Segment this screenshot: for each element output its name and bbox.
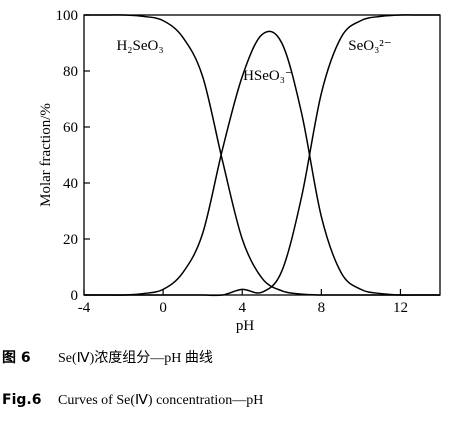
y-tick-label: 0 — [71, 288, 79, 304]
series-line — [84, 30, 440, 296]
y-tick-label: 40 — [63, 176, 78, 192]
series-line — [84, 14, 440, 297]
x-tick-label: 8 — [318, 300, 326, 316]
plot-frame — [83, 14, 441, 296]
y-tick-label: 60 — [63, 120, 78, 136]
x-tick-label: -4 — [78, 300, 91, 316]
x-tick-label: 12 — [393, 300, 408, 316]
x-tick-label: 0 — [159, 300, 167, 316]
y-axis-label: Molar fraction/% — [38, 103, 54, 207]
y-tick-label: 20 — [63, 232, 78, 248]
caption-label: 图 6 — [2, 350, 31, 366]
x-tick-label: 4 — [238, 300, 246, 316]
caption-label: Fig.6 — [2, 392, 41, 408]
caption-text: Curves of Se(Ⅳ) concentration—pH — [58, 393, 263, 408]
caption-text: Se(Ⅳ)浓度组分—pH 曲线 — [58, 350, 213, 366]
series-line — [84, 14, 440, 296]
y-tick-label: 80 — [63, 64, 78, 80]
series-label: SeO₃²⁻ — [348, 38, 391, 54]
y-tick-label: 100 — [56, 8, 79, 24]
series-label: HSeO₃⁻ — [243, 68, 293, 84]
x-axis-label: pH — [236, 318, 255, 334]
series-label: H₂SeO₃ — [116, 38, 163, 54]
